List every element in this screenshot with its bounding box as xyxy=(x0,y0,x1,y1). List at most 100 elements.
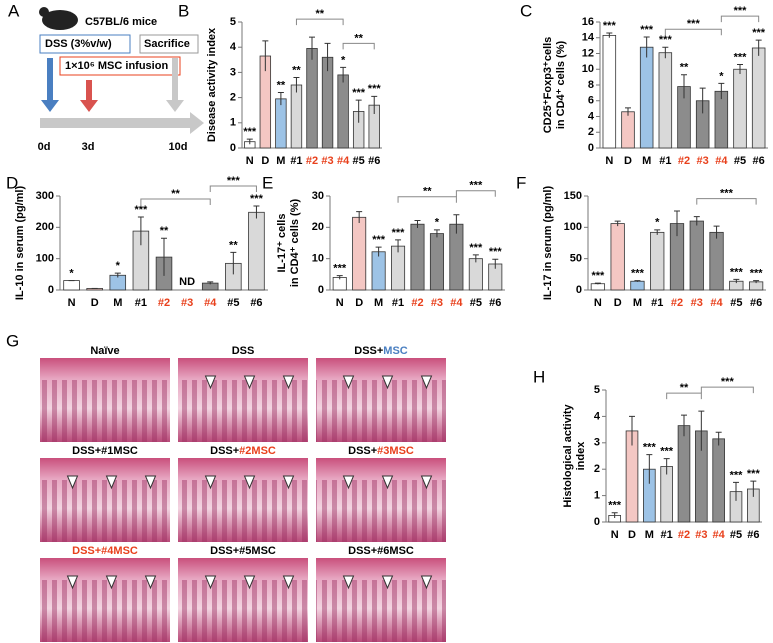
x-tick-label: M xyxy=(633,297,642,309)
x-tick-label: D xyxy=(628,529,636,541)
y-axis-label: index xyxy=(575,441,587,471)
error-bar xyxy=(309,36,315,60)
significance: *** xyxy=(643,442,657,454)
bar xyxy=(371,251,386,291)
marker xyxy=(282,375,295,390)
error-bar xyxy=(681,74,687,99)
x-tick-label: #6 xyxy=(753,155,765,167)
bracket xyxy=(342,42,375,50)
histology-panel: DSS+MSC xyxy=(316,345,446,442)
marker xyxy=(342,475,355,490)
mouse-icon xyxy=(39,7,49,17)
bar xyxy=(630,280,645,291)
error-bar xyxy=(718,82,725,100)
y-tick-label: 1 xyxy=(230,117,236,129)
histology-panel: DSS+#1MSC xyxy=(40,445,170,542)
panel-title: DSS+#1MSC xyxy=(72,445,138,457)
error-bar xyxy=(324,42,331,72)
title-part: DSS+#4MSC xyxy=(72,545,138,557)
error-bar xyxy=(629,415,635,446)
error-bar xyxy=(737,64,743,74)
sacrifice-arrow xyxy=(166,58,184,112)
y-tick-label: 3 xyxy=(230,66,236,78)
x-tick-label: #2 xyxy=(671,297,683,309)
tissue-image xyxy=(316,580,446,642)
error-bar xyxy=(262,40,269,72)
bracket xyxy=(397,196,457,203)
marker xyxy=(66,475,79,490)
bracket xyxy=(696,198,757,205)
error-bar xyxy=(698,410,705,451)
bracket-label: ** xyxy=(680,382,689,394)
bracket-label: ** xyxy=(171,188,180,200)
panel-label: A xyxy=(8,1,20,20)
x-tick-label: #1 xyxy=(659,155,671,167)
histology-panel: DSS xyxy=(178,345,308,442)
error-bar xyxy=(207,281,214,285)
tissue-image xyxy=(40,580,170,642)
y-axis-label: CD25⁺Foxp3⁺cells xyxy=(542,37,554,134)
x-tick-label: D xyxy=(614,297,622,309)
bar xyxy=(352,216,367,291)
significance: *** xyxy=(368,83,382,95)
bracket-label: *** xyxy=(687,18,701,30)
bar xyxy=(590,283,606,291)
error-bar xyxy=(414,219,421,228)
marker xyxy=(204,575,217,590)
significance: *** xyxy=(372,234,386,246)
title-part: DSS+#5MSC xyxy=(210,545,276,557)
significance: *** xyxy=(659,34,673,46)
marker xyxy=(420,475,433,490)
error-bar xyxy=(355,99,362,123)
x-tick-label: N xyxy=(336,297,344,309)
y-tick-label: 5 xyxy=(230,16,236,28)
y-axis-label: in CD4⁺ cells (%) xyxy=(555,40,567,129)
marker xyxy=(420,575,433,590)
bracket-label: ** xyxy=(423,186,432,198)
bracket-label: ** xyxy=(315,8,324,20)
marker xyxy=(105,475,118,490)
x-tick-label: N xyxy=(605,155,613,167)
significance: *** xyxy=(640,24,654,36)
y-tick-label: 4 xyxy=(594,410,601,422)
bar xyxy=(639,46,654,149)
title-part: #3MSC xyxy=(377,445,414,457)
title-part: DSS+ xyxy=(210,445,239,457)
x-tick-label: #4 xyxy=(710,297,723,309)
significance: * xyxy=(341,54,346,66)
day: 3d xyxy=(82,141,95,153)
x-tick-label: N xyxy=(246,155,254,167)
histology-panel: DSS+#6MSC xyxy=(316,545,446,642)
bar xyxy=(306,48,318,149)
error-bar xyxy=(614,220,621,227)
infusion-text: 1×10⁶ MSC infusion xyxy=(65,60,168,72)
tissue-image xyxy=(40,380,170,442)
significance: * xyxy=(116,260,121,272)
x-tick-label: #4 xyxy=(337,155,350,167)
bar xyxy=(449,223,464,291)
x-tick-label: #4 xyxy=(450,297,463,309)
sacrifice-text: Sacrifice xyxy=(144,38,190,50)
error-bar xyxy=(646,454,653,484)
x-tick-label: #1 xyxy=(661,529,673,541)
histology-panel: DSS+#3MSC xyxy=(316,445,446,542)
error-bar xyxy=(750,480,757,497)
bracket-label: *** xyxy=(227,175,241,187)
significance: *** xyxy=(352,87,366,99)
y-tick-label: 1 xyxy=(594,490,600,502)
panel-label: E xyxy=(262,173,273,192)
error-bar xyxy=(634,280,641,282)
y-tick-label: 0 xyxy=(588,142,594,154)
bracket xyxy=(720,15,760,23)
day: 0d xyxy=(38,141,51,153)
y-tick-label: 30 xyxy=(312,190,324,202)
y-tick-label: 5 xyxy=(594,384,600,396)
significance: ** xyxy=(160,225,169,237)
error-bar xyxy=(395,239,402,253)
significance: ** xyxy=(277,79,286,91)
x-tick-label: #5 xyxy=(470,297,482,309)
title-part: DSS+#1MSC xyxy=(72,445,138,457)
error-bar xyxy=(693,216,700,226)
